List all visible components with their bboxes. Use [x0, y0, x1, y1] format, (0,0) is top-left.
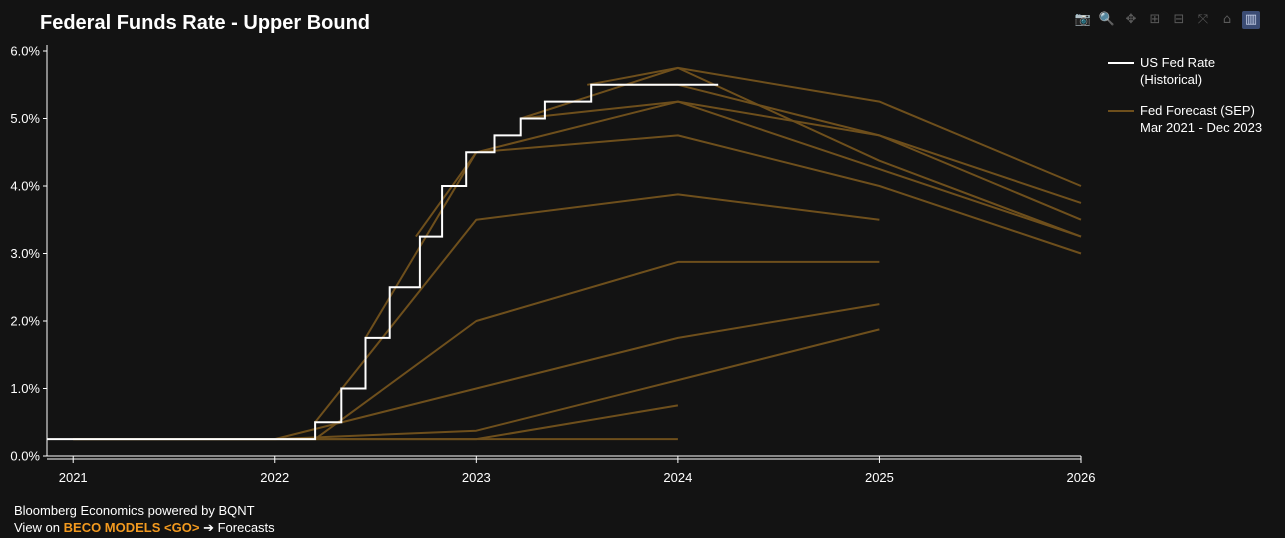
camera-icon[interactable]: 📷 [1074, 12, 1092, 27]
axes: 0.0% 1.0% 2.0% 3.0% 4.0% 5.0% 6.0% 2021 2022 2023… [10, 44, 1095, 486]
legend-swatch-forecast [1108, 110, 1134, 112]
series-line-forecast-10[interactable] [520, 66, 1082, 238]
x-tick-label: 2022 [260, 470, 289, 485]
footer-link-line: View on BECO MODELS <GO> ➔ Forecasts [14, 519, 275, 536]
legend-label: Mar 2021 - Dec 2023 [1140, 120, 1263, 135]
legend-item-historical[interactable]: US Fed Rate (Historical) [1108, 54, 1262, 88]
x-tick-label: 2024 [663, 470, 692, 485]
beco-models-link[interactable]: BECO MODELS <GO> [63, 520, 200, 535]
autoscale-icon[interactable]: ⤧ [1197, 12, 1209, 27]
zoom-in-icon[interactable]: ⊞ [1149, 12, 1161, 27]
legend[interactable]: US Fed Rate (Historical) Fed Forecast (S… [1108, 54, 1262, 150]
legend-label: (Historical) [1140, 72, 1203, 87]
series-line-forecast-4[interactable] [274, 303, 880, 441]
footer-suffix: ➔ Forecasts [203, 520, 275, 535]
legend-item-forecast[interactable]: Fed Forecast (SEP) Mar 2021 - Dec 2023 [1108, 102, 1262, 136]
forecast-series-group [73, 66, 1082, 441]
historical-series-group [47, 83, 719, 441]
series-line-forecast-9[interactable] [520, 100, 1082, 221]
x-tick-label: 2021 [59, 470, 88, 485]
zoom-out-icon[interactable]: ⊟ [1173, 12, 1185, 27]
y-tick-label: 5.0% [10, 111, 40, 126]
legend-label: US Fed Rate [1140, 55, 1216, 70]
footer-credit: Bloomberg Economics powered by BQNT [14, 503, 255, 518]
series-line-forecast-11[interactable] [587, 66, 1082, 187]
y-tick-label: 3.0% [10, 246, 40, 261]
zoom-icon[interactable]: 🔍 [1098, 12, 1116, 27]
footer-prefix: View on [14, 520, 61, 535]
series-line-forecast-5[interactable] [314, 260, 880, 440]
plotly-logo-icon[interactable]: ▥ [1242, 11, 1260, 29]
x-tick-label: 2026 [1067, 470, 1096, 485]
y-tick-label: 1.0% [10, 381, 40, 396]
series-line-historical[interactable] [47, 83, 719, 441]
pan-icon[interactable]: ✥ [1125, 12, 1137, 27]
chart-toolbar: 📷 🔍 ✥ ⊞ ⊟ ⤧ ⌂ ▥ [1074, 11, 1260, 29]
series-line-forecast-6[interactable] [314, 193, 880, 423]
legend-label: Fed Forecast (SEP) [1140, 103, 1255, 118]
home-icon[interactable]: ⌂ [1222, 12, 1232, 27]
series-line-forecast-7[interactable] [364, 134, 1082, 339]
y-tick-label: 6.0% [10, 44, 40, 59]
y-tick-label: 2.0% [10, 314, 40, 329]
y-tick-label: 0.0% [10, 449, 40, 464]
chart-title: Federal Funds Rate - Upper Bound [40, 12, 371, 34]
footer: Bloomberg Economics powered by BQNT View… [14, 502, 275, 536]
y-tick-label: 4.0% [10, 179, 40, 194]
legend-swatch-historical [1108, 62, 1134, 64]
series-line-forecast-3[interactable] [73, 328, 880, 441]
x-tick-label: 2023 [462, 470, 491, 485]
x-tick-label: 2025 [865, 470, 894, 485]
